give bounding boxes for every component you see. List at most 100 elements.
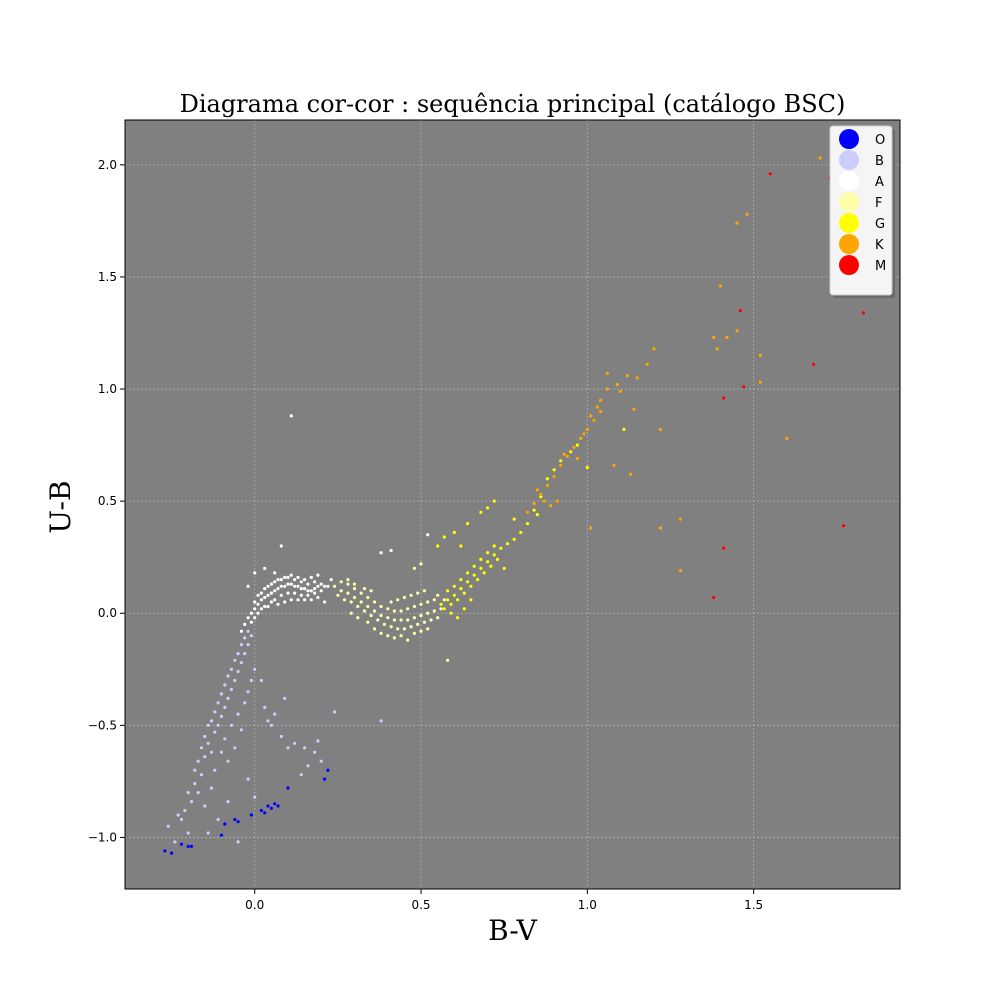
data-point (735, 329, 739, 333)
data-point (249, 620, 253, 624)
data-point (382, 622, 386, 627)
data-point (725, 335, 729, 340)
data-point (379, 631, 383, 636)
data-point (436, 544, 440, 548)
legend-label: G (875, 217, 885, 232)
data-point (223, 705, 227, 710)
data-point (306, 582, 310, 586)
data-point (203, 755, 207, 759)
data-point (219, 714, 224, 719)
data-point (758, 353, 762, 357)
data-point (309, 589, 313, 593)
data-point (386, 634, 390, 638)
data-point (416, 622, 420, 627)
data-point (715, 347, 719, 351)
data-point (266, 804, 270, 808)
data-point (552, 474, 556, 479)
legend-label: O (875, 133, 885, 148)
data-point (326, 768, 330, 772)
y-tick-label: 1.0 (98, 382, 117, 396)
data-point (459, 578, 463, 582)
data-point (742, 385, 746, 389)
data-point (412, 631, 416, 636)
data-point (266, 593, 270, 597)
data-point (246, 643, 250, 647)
y-axis-ticks: −1.0 −0.5 0.0 0.5 1.0 1.5 2.0 (88, 158, 125, 844)
data-point (635, 376, 639, 380)
data-point (409, 593, 413, 597)
data-point (479, 557, 483, 562)
data-point (619, 389, 623, 393)
data-point (595, 405, 599, 409)
data-point (233, 817, 237, 822)
data-point (286, 746, 290, 750)
data-point (293, 584, 297, 588)
data-point (273, 712, 277, 716)
data-point (585, 427, 589, 431)
data-point (562, 452, 566, 456)
y-tick-label: 2.0 (98, 158, 117, 172)
data-point (323, 777, 327, 781)
data-point (339, 589, 343, 593)
data-point (253, 607, 257, 611)
data-point (296, 598, 300, 602)
data-point (293, 578, 297, 582)
y-tick-label: 1.5 (98, 270, 117, 284)
data-point (479, 566, 483, 571)
data-point (249, 678, 253, 683)
scatter-points (163, 156, 866, 855)
data-point (196, 759, 200, 763)
data-point (589, 526, 593, 530)
data-point (436, 616, 440, 620)
data-point (449, 602, 453, 606)
data-point (313, 587, 317, 591)
data-point (253, 667, 257, 671)
data-point (286, 582, 290, 586)
data-point (266, 584, 270, 588)
data-point (429, 618, 433, 622)
data-point (339, 580, 343, 584)
data-point (263, 566, 267, 571)
data-point (253, 600, 257, 604)
data-point (559, 459, 563, 463)
data-point (456, 598, 460, 602)
data-point (279, 593, 283, 597)
data-point (379, 551, 383, 555)
data-point (402, 595, 406, 600)
series-O (163, 768, 330, 855)
series-F (332, 562, 450, 662)
data-point (206, 831, 210, 835)
data-point (372, 600, 377, 604)
data-point (193, 768, 197, 772)
series-G (436, 427, 626, 620)
data-point (170, 851, 174, 855)
data-point (186, 791, 190, 795)
data-point (569, 450, 573, 454)
data-point (236, 820, 240, 824)
data-point (599, 409, 603, 414)
data-point (442, 598, 446, 602)
data-point (346, 578, 350, 582)
data-point (419, 602, 423, 606)
data-point (735, 221, 739, 225)
data-point (266, 604, 270, 609)
data-point (861, 311, 866, 315)
data-point (299, 580, 303, 584)
data-point (366, 620, 370, 624)
data-point (273, 580, 277, 584)
x-tick-label: 0.0 (245, 898, 264, 912)
data-point (525, 522, 530, 526)
y-tick-label: 0.0 (98, 606, 117, 620)
data-point (352, 582, 357, 586)
data-point (259, 607, 263, 611)
data-point (316, 595, 320, 600)
legend-marker (839, 192, 859, 212)
data-point (422, 589, 426, 593)
legend-marker (839, 213, 859, 233)
data-point (532, 501, 536, 505)
data-point (785, 436, 789, 440)
data-point (306, 764, 310, 768)
data-point (173, 840, 177, 844)
data-point (532, 508, 536, 512)
